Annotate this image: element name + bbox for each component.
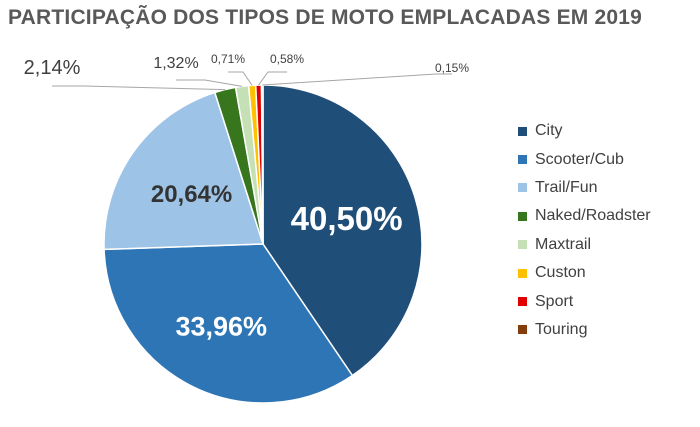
legend-swatch <box>518 240 527 250</box>
legend-label: Maxtrail <box>535 235 592 253</box>
leader-line-touring <box>262 73 452 86</box>
legend-item-trail-fun: Trail/Fun <box>518 174 651 202</box>
pie-slice-trail-fun <box>103 91 265 251</box>
data-label-maxtrail: 1,32% <box>153 55 198 72</box>
legend-label: Naked/Roadster <box>535 207 651 225</box>
legend-swatch <box>518 211 527 221</box>
data-label-trail-fun: 20,64% <box>151 181 232 208</box>
leader-line-custon <box>228 71 253 86</box>
data-label-custon: 0,71% <box>211 52 245 66</box>
legend-item-maxtrail: Maxtrail <box>518 231 651 259</box>
legend-label: Trail/Fun <box>535 178 598 196</box>
legend-swatch <box>518 268 527 278</box>
legend-swatch <box>518 297 527 307</box>
leader-line-naked-roadster <box>52 85 226 91</box>
data-label-city: 40,50% <box>291 200 403 237</box>
legend-swatch <box>518 183 527 193</box>
pie-slice-scooter-cub <box>103 243 354 404</box>
chart-title: PARTICIPAÇÃO DOS TIPOS DE MOTO EMPLACADA… <box>8 6 643 29</box>
legend-item-touring: Touring <box>518 316 651 344</box>
legend-label: City <box>535 122 563 140</box>
legend: City Scooter/Cub Trail/Fun Naked/Roadster Ma… <box>518 117 651 344</box>
legend-swatch <box>518 325 527 335</box>
legend-swatch <box>518 126 527 136</box>
data-label-touring: 0,15% <box>435 61 469 75</box>
legend-item-sport: Sport <box>518 287 651 315</box>
legend-item-city: City <box>518 117 651 145</box>
data-label-naked-roadster: 2,14% <box>24 57 81 79</box>
legend-item-scooter-cub: Scooter/Cub <box>518 145 651 173</box>
leader-line-maxtrail <box>176 79 243 87</box>
leader-line-sport <box>258 71 287 86</box>
data-label-sport: 0,58% <box>270 52 304 66</box>
legend-label: Touring <box>535 320 588 338</box>
legend-label: Scooter/Cub <box>535 150 624 168</box>
legend-label: Custon <box>535 264 586 282</box>
legend-item-naked-roadster: Naked/Roadster <box>518 202 651 230</box>
legend-item-custon: Custon <box>518 259 651 287</box>
pie-slice-city <box>262 84 423 377</box>
data-label-scooter-cub: 33,96% <box>175 312 267 342</box>
legend-label: Sport <box>535 292 574 310</box>
legend-swatch <box>518 155 527 165</box>
